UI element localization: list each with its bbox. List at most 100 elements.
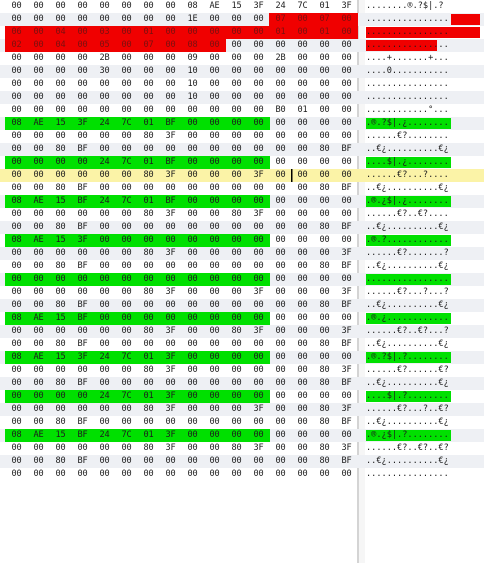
hex-byte[interactable]: 00 [275, 417, 286, 427]
hex-byte[interactable]: 10 [187, 79, 198, 89]
hex-byte[interactable]: 00 [209, 404, 220, 414]
hex-byte[interactable]: 00 [275, 352, 286, 362]
hex-byte[interactable]: 00 [341, 66, 352, 76]
hex-byte[interactable]: 00 [159, 26, 182, 39]
hex-byte[interactable]: 00 [33, 14, 44, 24]
ascii-text[interactable]: ..€¿..........€¿ [366, 300, 449, 310]
hex-byte[interactable]: 00 [55, 469, 66, 479]
hex-byte[interactable]: 00 [209, 248, 220, 258]
hex-byte[interactable]: 08 [5, 351, 28, 364]
hex-byte[interactable]: 00 [93, 234, 116, 247]
hex-byte[interactable]: 00 [165, 300, 176, 310]
hex-byte[interactable]: 04 [49, 39, 72, 52]
hex-byte[interactable]: 00 [253, 144, 264, 154]
hex-byte[interactable]: 00 [159, 39, 182, 52]
hex-byte[interactable]: 00 [11, 378, 22, 388]
hex-byte[interactable]: 00 [319, 313, 330, 323]
hex-byte[interactable]: 00 [187, 183, 198, 193]
hex-byte[interactable]: 00 [33, 79, 44, 89]
hex-byte[interactable]: 00 [33, 261, 44, 271]
hex-byte[interactable]: 15 [231, 1, 242, 11]
hex-byte[interactable]: BF [77, 456, 88, 466]
ascii-text[interactable]: ....0........... [366, 66, 449, 76]
hex-byte[interactable]: BF [341, 417, 352, 427]
hex-byte[interactable]: 00 [341, 235, 352, 245]
hex-byte[interactable]: 00 [275, 92, 286, 102]
hex-byte[interactable]: 00 [77, 326, 88, 336]
hex-byte[interactable]: 00 [11, 443, 22, 453]
hex-byte[interactable]: 00 [115, 39, 138, 52]
hex-byte[interactable]: 00 [11, 1, 22, 11]
hex-byte[interactable]: 80 [319, 456, 330, 466]
hex-row[interactable]: 00 00 80 BF 00 00 00 00 00 00 00 00 00 00 80 BF ..€¿....… [0, 221, 484, 234]
hex-byte[interactable]: 00 [319, 79, 330, 89]
hex-byte[interactable]: 09 [187, 53, 198, 63]
hex-byte[interactable]: 08 [5, 429, 28, 442]
hex-byte[interactable]: AE [27, 117, 50, 130]
ascii-text[interactable]: ............°... [366, 105, 449, 115]
hex-byte[interactable]: 00 [297, 287, 308, 297]
hex-byte[interactable]: 3F [253, 1, 264, 11]
ascii-text[interactable]: ........®.?$|.? [366, 1, 444, 11]
hex-byte[interactable]: 80 [231, 326, 242, 336]
hex-byte[interactable]: 00 [209, 339, 220, 349]
hex-byte[interactable]: 00 [275, 40, 286, 50]
hex-byte[interactable]: 00 [203, 26, 226, 39]
hex-byte[interactable]: 00 [247, 429, 270, 442]
hex-byte[interactable]: 00 [275, 170, 286, 180]
hex-row[interactable]: 08 AE 15 3F 24 7C 01 3F 00 00 00 00 00 00 00 00 .®.?$|.?… [0, 351, 484, 364]
ascii-text[interactable]: ......€?...?..€? [366, 404, 449, 414]
hex-byte[interactable]: 00 [33, 417, 44, 427]
hex-row[interactable]: 00 00 80 BF 00 00 00 00 00 00 00 00 00 00 80 BF ..€¿....… [0, 377, 484, 390]
hex-byte[interactable]: 00 [77, 404, 88, 414]
hex-byte[interactable]: 00 [165, 92, 176, 102]
hex-byte[interactable]: 00 [77, 105, 88, 115]
hex-byte[interactable]: 00 [341, 391, 352, 401]
ascii-text[interactable]: ....+.......+... [366, 53, 449, 63]
ascii-text[interactable]: ..€¿..........€¿ [366, 339, 449, 349]
hex-byte[interactable]: 15 [49, 117, 72, 130]
hex-byte[interactable]: 3F [159, 429, 182, 442]
hex-byte[interactable]: 00 [297, 326, 308, 336]
hex-byte[interactable]: 80 [319, 417, 330, 427]
hex-byte[interactable]: 00 [341, 157, 352, 167]
hex-byte[interactable]: 80 [143, 209, 154, 219]
hex-byte[interactable]: 00 [319, 118, 330, 128]
hex-byte[interactable]: 3F [165, 170, 176, 180]
hex-byte[interactable]: 00 [11, 170, 22, 180]
hex-byte[interactable]: 00 [253, 261, 264, 271]
hex-byte[interactable]: 00 [165, 378, 176, 388]
hex-byte[interactable]: 00 [275, 235, 286, 245]
hex-byte[interactable]: 00 [187, 222, 198, 232]
hex-row[interactable]: 00 00 00 00 00 00 80 3F 00 00 00 00 00 00 80 3F ......€?… [0, 364, 484, 377]
hex-byte[interactable]: 00 [165, 261, 176, 271]
hex-byte[interactable]: 3F [159, 390, 182, 403]
hex-byte[interactable]: 00 [203, 390, 226, 403]
hex-byte[interactable]: 00 [181, 351, 204, 364]
hex-byte[interactable]: 00 [165, 79, 176, 89]
hex-byte[interactable]: 00 [209, 456, 220, 466]
hex-byte[interactable]: 00 [187, 326, 198, 336]
hex-byte[interactable]: 00 [319, 209, 330, 219]
hex-byte[interactable]: 80 [319, 261, 330, 271]
hex-byte[interactable]: 80 [55, 417, 66, 427]
hex-byte[interactable]: 24 [93, 156, 116, 169]
hex-row[interactable]: 00 00 00 00 00 00 80 3F 00 00 00 00 00 00 00 00 ......€?… [0, 130, 484, 143]
ascii-text[interactable]: ..€¿..........€¿ [366, 222, 449, 232]
ascii-text[interactable]: .®.?$|.?........ [366, 352, 449, 362]
hex-byte[interactable]: 00 [187, 469, 198, 479]
hex-byte[interactable]: 00 [77, 287, 88, 297]
hex-byte[interactable]: 00 [341, 53, 352, 63]
hex-byte[interactable]: 00 [297, 131, 308, 141]
hex-byte[interactable]: BF [77, 222, 88, 232]
hex-byte[interactable]: 00 [231, 287, 242, 297]
hex-byte[interactable]: 00 [11, 300, 22, 310]
hex-byte[interactable]: 01 [137, 351, 160, 364]
hex-byte[interactable]: 00 [187, 209, 198, 219]
hex-byte[interactable]: 00 [165, 456, 176, 466]
hex-byte[interactable]: 00 [209, 300, 220, 310]
hex-byte[interactable]: 00 [341, 313, 352, 323]
hex-byte[interactable]: 00 [121, 248, 132, 258]
hex-byte[interactable]: 00 [253, 365, 264, 375]
hex-byte[interactable]: 00 [71, 156, 94, 169]
